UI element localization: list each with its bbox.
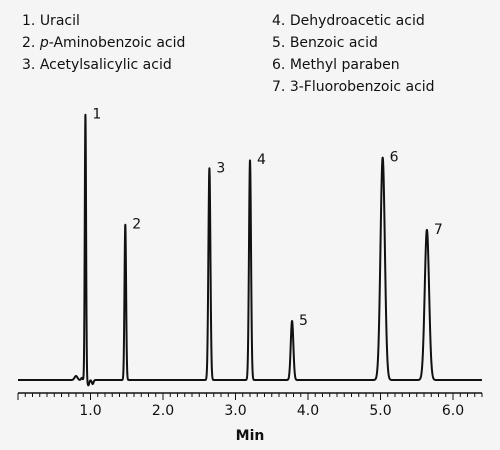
legend-item-7: 7. 3-Fluorobenzoic acid	[272, 79, 435, 95]
peak-label-3: 3	[216, 160, 225, 176]
x-axis-ticks: 1.0 2.0 3.0 4.0 5.0 6.0	[17, 393, 483, 419]
peak-label-5: 5	[299, 313, 308, 329]
x-tick-label: 4.0	[297, 403, 319, 419]
legend-item-5: 5. Benzoic acid	[272, 35, 378, 51]
legend-item-4: 4. Dehydroacetic acid	[272, 13, 425, 29]
peak-label-2: 2	[132, 217, 141, 233]
x-tick-label: 6.0	[442, 403, 464, 419]
peak-label-7: 7	[434, 222, 443, 238]
x-axis-title: Min	[236, 428, 265, 444]
legend-item-3: 3. Acetylsalicylic acid	[22, 57, 172, 73]
x-tick-label: 2.0	[152, 403, 174, 419]
x-tick-label: 3.0	[224, 403, 246, 419]
legend-item-6: 6. Methyl paraben	[272, 57, 400, 73]
peak-labels: 1 2 3 4 5 6 7	[92, 107, 442, 329]
peak-label-4: 4	[257, 152, 266, 168]
chromatogram-trace	[17, 113, 483, 387]
peak-label-6: 6	[390, 150, 399, 166]
legend-item-1: 1. Uracil	[22, 13, 80, 29]
x-tick-label: 1.0	[79, 403, 101, 419]
x-tick-label: 5.0	[369, 403, 391, 419]
chart-legend: 1. Uracil 2. p-Aminobenzoic acid 3. Acetyl…	[22, 13, 435, 95]
peak-label-1: 1	[92, 107, 101, 123]
legend-item-2: 2. p-Aminobenzoic acid	[22, 35, 185, 51]
